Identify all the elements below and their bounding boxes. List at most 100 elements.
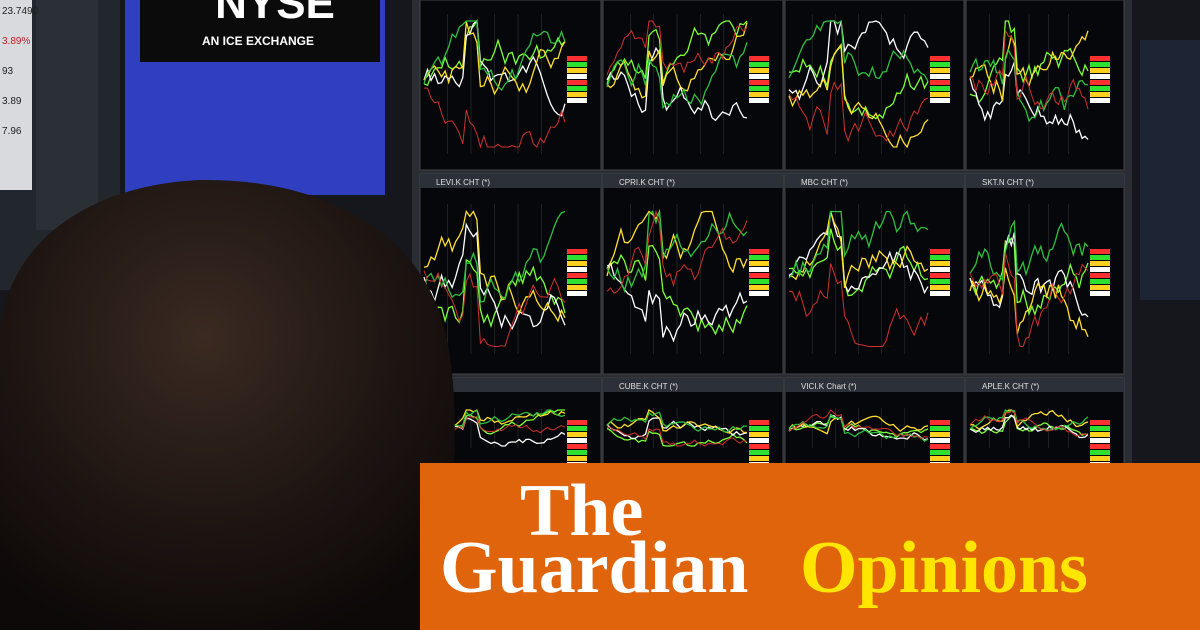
side-screen-panel bbox=[36, 0, 98, 230]
panel-header bbox=[420, 378, 601, 392]
panel-header bbox=[603, 174, 783, 188]
right-monitor bbox=[1140, 40, 1200, 300]
price-tag bbox=[567, 432, 587, 437]
chart-line bbox=[423, 210, 566, 303]
chart-line bbox=[423, 258, 566, 329]
side-reading: 23.7490 bbox=[2, 6, 39, 17]
price-tag bbox=[930, 56, 950, 61]
chart-line bbox=[788, 210, 929, 279]
price-tag bbox=[930, 98, 950, 103]
chart-line bbox=[788, 409, 929, 440]
chart-panel bbox=[419, 173, 602, 375]
chart-line bbox=[789, 45, 929, 120]
chart-line bbox=[606, 209, 748, 294]
price-tag bbox=[749, 273, 769, 278]
price-tag bbox=[930, 92, 950, 97]
price-tag bbox=[749, 261, 769, 266]
price-tag bbox=[749, 291, 769, 296]
chart-line bbox=[606, 20, 748, 85]
sign-logo-plate bbox=[140, 0, 380, 62]
sign-tagline: AN ICE EXCHANGE bbox=[202, 34, 314, 48]
price-tag bbox=[749, 432, 769, 437]
price-tag bbox=[749, 285, 769, 290]
price-tag bbox=[749, 68, 769, 73]
side-reading: 93 bbox=[2, 66, 14, 77]
chart-line bbox=[606, 20, 748, 76]
price-tag bbox=[749, 444, 769, 449]
chart-line bbox=[423, 20, 566, 92]
price-tag bbox=[1090, 261, 1110, 266]
chart-line bbox=[606, 209, 748, 277]
price-tag bbox=[567, 56, 587, 61]
chart-line bbox=[969, 410, 1089, 437]
price-tag bbox=[749, 438, 769, 443]
chart-line bbox=[969, 267, 1089, 337]
chart-line bbox=[969, 20, 1089, 104]
price-tag bbox=[567, 273, 587, 278]
price-tag bbox=[1090, 420, 1110, 425]
price-tag bbox=[567, 68, 587, 73]
price-tag bbox=[1090, 285, 1110, 290]
chart-line bbox=[969, 48, 1089, 123]
price-tag bbox=[1090, 80, 1110, 85]
price-tag bbox=[930, 74, 950, 79]
price-tag bbox=[1090, 450, 1110, 455]
price-tag bbox=[749, 249, 769, 254]
chart-line bbox=[606, 46, 748, 122]
panel-title: SKT.N CHT (*) bbox=[982, 178, 1034, 187]
panel-title: LEVI.K CHT (*) bbox=[436, 178, 490, 187]
price-tag bbox=[567, 291, 587, 296]
price-tag bbox=[930, 420, 950, 425]
chart-line bbox=[788, 211, 929, 295]
chart-line bbox=[606, 22, 748, 99]
price-tag bbox=[749, 255, 769, 260]
price-tag bbox=[930, 255, 950, 260]
price-tag bbox=[930, 426, 950, 431]
price-tag bbox=[749, 456, 769, 461]
price-tag bbox=[567, 62, 587, 67]
chart-line bbox=[969, 232, 1089, 318]
price-tag bbox=[1090, 273, 1110, 278]
panel-title: VICI.K Chart (*) bbox=[801, 382, 857, 391]
panel-title: CUBE.K CHT (*) bbox=[619, 382, 678, 391]
price-tag bbox=[749, 92, 769, 97]
chart-line bbox=[423, 209, 566, 323]
price-tag bbox=[930, 438, 950, 443]
panel-header bbox=[603, 378, 783, 392]
chart-line bbox=[788, 19, 929, 82]
panel-title: MBC CHT (*) bbox=[801, 178, 848, 187]
price-tag bbox=[930, 279, 950, 284]
price-tag bbox=[1090, 74, 1110, 79]
chart-line bbox=[969, 219, 1089, 282]
price-tag bbox=[930, 62, 950, 67]
person-head bbox=[0, 179, 455, 630]
price-tag bbox=[567, 92, 587, 97]
panel-header bbox=[966, 378, 1124, 392]
chart-line bbox=[969, 61, 1089, 140]
chart-line bbox=[969, 28, 1089, 110]
panel-title: APLE.K CHT (*) bbox=[982, 382, 1040, 391]
chart-line bbox=[606, 427, 748, 447]
chart-line bbox=[606, 244, 748, 336]
price-tag bbox=[567, 74, 587, 79]
price-tag bbox=[930, 444, 950, 449]
price-tag bbox=[567, 98, 587, 103]
price-tag bbox=[749, 80, 769, 85]
price-tag bbox=[930, 80, 950, 85]
chart-line bbox=[606, 417, 748, 440]
panel-header bbox=[966, 174, 1124, 188]
price-tag bbox=[567, 80, 587, 85]
price-tag bbox=[1090, 62, 1110, 67]
sign-logo: NYSE bbox=[215, 0, 335, 28]
price-tag bbox=[1090, 267, 1110, 272]
chart-line bbox=[788, 42, 929, 149]
price-tag bbox=[1090, 56, 1110, 61]
price-tag bbox=[567, 267, 587, 272]
chart-line bbox=[788, 415, 929, 435]
panel-title: CPRI.K CHT (*) bbox=[619, 178, 675, 187]
price-tag bbox=[749, 426, 769, 431]
price-tag bbox=[930, 291, 950, 296]
chart-line bbox=[969, 408, 1089, 432]
price-tag bbox=[567, 249, 587, 254]
